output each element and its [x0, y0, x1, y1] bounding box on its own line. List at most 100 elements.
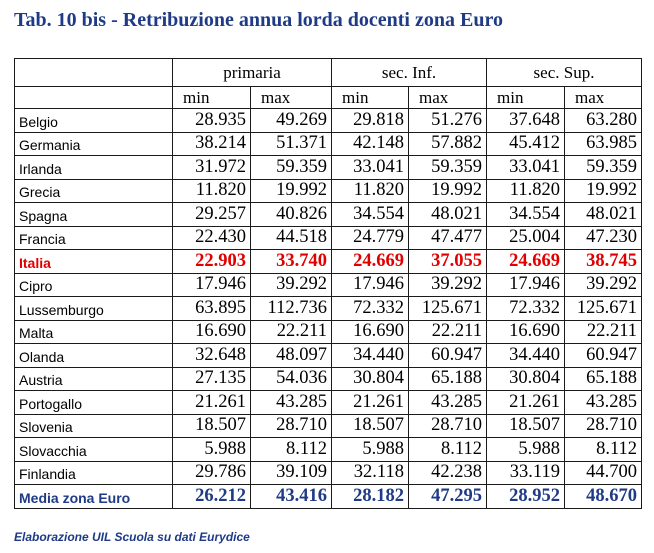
value-cell: 11.820 — [331, 178, 409, 203]
country-cell: Media zona Euro — [14, 484, 173, 509]
value-cell: 51.371 — [250, 131, 332, 156]
value-cell: 16.690 — [331, 319, 409, 344]
table-row: Germania 38.214 51.371 42.148 57.882 45.412 63… — [14, 131, 643, 156]
value-cell: 19.992 — [563, 178, 643, 203]
value-cell: 21.261 — [331, 390, 409, 415]
value-cell: 27.135 — [172, 366, 251, 391]
value-cell: 43.285 — [250, 390, 332, 415]
table-row: Belgio 28.935 49.269 29.818 51.276 37.648 63.2… — [14, 108, 643, 133]
value-cell: 11.820 — [172, 178, 251, 203]
value-cell: 22.211 — [408, 319, 487, 344]
table-row: Media zona Euro 26.212 43.416 28.182 47.295 2… — [14, 484, 643, 509]
value-cell: 40.826 — [250, 202, 332, 227]
value-cell: 65.188 — [408, 366, 487, 391]
group-header-sec-inf: sec. Inf. — [331, 58, 487, 87]
value-cell: 22.211 — [563, 319, 643, 344]
value-cell: 30.804 — [486, 366, 565, 391]
value-cell: 32.648 — [172, 343, 251, 368]
value-cell: 26.212 — [172, 484, 251, 509]
value-cell: 22.211 — [250, 319, 332, 344]
value-cell: 21.261 — [486, 390, 565, 415]
table-row: Austria 27.135 54.036 30.804 65.188 30.804 65.… — [14, 366, 643, 391]
value-cell: 37.055 — [408, 249, 487, 274]
value-cell: 28.935 — [172, 108, 251, 133]
value-cell: 59.359 — [563, 155, 643, 180]
country-cell: Grecia — [14, 178, 173, 203]
value-cell: 5.988 — [172, 437, 251, 462]
value-cell: 125.671 — [563, 296, 643, 321]
value-cell: 28.710 — [250, 413, 332, 438]
value-cell: 22.903 — [172, 249, 251, 274]
table-row: Lussemburgo 63.895 112.736 72.332 125.671 72.… — [14, 296, 643, 321]
value-cell: 63.985 — [563, 131, 643, 156]
value-cell: 48.097 — [250, 343, 332, 368]
value-cell: 48.670 — [563, 484, 643, 509]
value-cell: 24.669 — [486, 249, 565, 274]
value-cell: 22.430 — [172, 225, 251, 250]
table-row: Malta 16.690 22.211 16.690 22.211 16.690 22.21… — [14, 319, 643, 344]
table-row: Spagna 29.257 40.826 34.554 48.021 34.554 48.0… — [14, 202, 643, 227]
value-cell: 39.292 — [250, 272, 332, 297]
country-cell: Spagna — [14, 202, 173, 227]
value-cell: 47.230 — [563, 225, 643, 250]
value-cell: 44.700 — [563, 460, 643, 485]
country-cell: Germania — [14, 131, 173, 156]
value-cell: 33.740 — [250, 249, 332, 274]
subheader-min: min — [486, 86, 565, 109]
value-cell: 28.710 — [563, 413, 643, 438]
group-header-row: primaria sec. Inf. sec. Sup. — [14, 58, 643, 87]
subheader-max: max — [408, 86, 487, 109]
value-cell: 17.946 — [486, 272, 565, 297]
country-cell: Italia — [14, 249, 173, 274]
country-cell: Austria — [14, 366, 173, 391]
value-cell: 21.261 — [172, 390, 251, 415]
value-cell: 32.118 — [331, 460, 409, 485]
value-cell: 60.947 — [563, 343, 643, 368]
value-cell: 63.895 — [172, 296, 251, 321]
value-cell: 59.359 — [250, 155, 332, 180]
value-cell: 37.648 — [486, 108, 565, 133]
group-header-primaria: primaria — [172, 58, 332, 87]
value-cell: 42.238 — [408, 460, 487, 485]
value-cell: 112.736 — [250, 296, 332, 321]
value-cell: 39.109 — [250, 460, 332, 485]
value-cell: 43.285 — [408, 390, 487, 415]
table-row: Cipro 17.946 39.292 17.946 39.292 17.946 39.29… — [14, 272, 643, 297]
value-cell: 43.285 — [563, 390, 643, 415]
table-title: Tab. 10 bis - Retribuzione annua lorda d… — [14, 9, 503, 31]
value-cell: 48.021 — [408, 202, 487, 227]
value-cell: 45.412 — [486, 131, 565, 156]
value-cell: 24.779 — [331, 225, 409, 250]
value-cell: 51.276 — [408, 108, 487, 133]
country-cell: Olanda — [14, 343, 173, 368]
country-cell: Finlandia — [14, 460, 173, 485]
value-cell: 28.710 — [408, 413, 487, 438]
value-cell: 28.952 — [486, 484, 565, 509]
value-cell: 38.745 — [563, 249, 643, 274]
value-cell: 28.182 — [331, 484, 409, 509]
table-row: Olanda 32.648 48.097 34.440 60.947 34.440 60.9… — [14, 343, 643, 368]
value-cell: 5.988 — [331, 437, 409, 462]
value-cell: 8.112 — [408, 437, 487, 462]
value-cell: 25.004 — [486, 225, 565, 250]
value-cell: 8.112 — [250, 437, 332, 462]
salary-table: primaria sec. Inf. sec. Sup. min max min… — [14, 58, 643, 509]
value-cell: 34.440 — [331, 343, 409, 368]
value-cell: 34.554 — [486, 202, 565, 227]
value-cell: 29.818 — [331, 108, 409, 133]
value-cell: 33.119 — [486, 460, 565, 485]
value-cell: 47.295 — [408, 484, 487, 509]
value-cell: 57.882 — [408, 131, 487, 156]
value-cell: 19.992 — [250, 178, 332, 203]
subheader-min: min — [172, 86, 251, 109]
table-row: Finlandia 29.786 39.109 32.118 42.238 33.119 4… — [14, 460, 643, 485]
value-cell: 16.690 — [172, 319, 251, 344]
value-cell: 72.332 — [331, 296, 409, 321]
value-cell: 19.992 — [408, 178, 487, 203]
table-row: Francia 22.430 44.518 24.779 47.477 25.004 47.… — [14, 225, 643, 250]
subheader-min: min — [331, 86, 409, 109]
country-cell: Francia — [14, 225, 173, 250]
value-cell: 29.257 — [172, 202, 251, 227]
value-cell: 8.112 — [563, 437, 643, 462]
value-cell: 17.946 — [331, 272, 409, 297]
